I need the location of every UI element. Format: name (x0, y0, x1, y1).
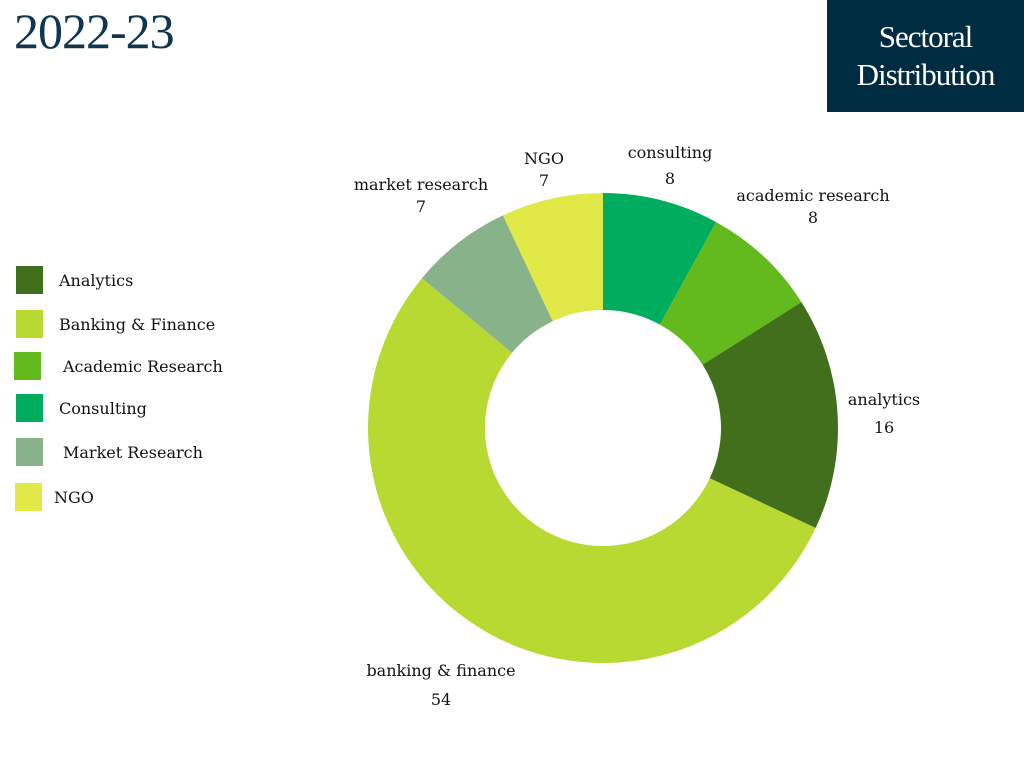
legend-item-analytics: Analytics (16, 266, 133, 294)
slice-label-value: 8 (808, 208, 818, 227)
donut-slice-analytics (702, 302, 838, 529)
legend-item-ngo: NGO (15, 483, 94, 511)
slice-label-category: market research (354, 175, 488, 194)
donut-slice-banking-finance (367, 278, 816, 663)
donut-slice-academic-research (659, 222, 802, 365)
slice-label-value: 8 (665, 169, 675, 188)
legend-label: Market Research (63, 442, 203, 462)
slice-label-category: academic research (736, 186, 889, 205)
slice-label-value: 7 (416, 197, 426, 216)
legend-swatch (14, 352, 41, 380)
legend-swatch (16, 438, 43, 466)
slice-label-category: analytics (848, 390, 920, 409)
donut-slice-market-research (421, 215, 553, 353)
legend-item-academic-research: Academic Research (14, 352, 223, 380)
legend-swatch (16, 394, 43, 422)
legend-label: Analytics (59, 270, 134, 290)
legend-item-consulting: Consulting (16, 394, 147, 422)
legend-item-banking-finance: Banking & Finance (16, 310, 215, 338)
slice-label-category: consulting (628, 143, 713, 162)
legend-label: Academic Research (63, 356, 223, 376)
page-title-year: 2022-23 (14, 3, 175, 59)
section-title-box: Sectoral Distribution (827, 0, 1024, 112)
section-title-line-2: Distribution (856, 57, 996, 92)
legend-label: NGO (54, 487, 94, 507)
legend-label: Consulting (59, 398, 147, 418)
slice-label-value: 54 (431, 690, 451, 709)
legend-swatch (15, 483, 42, 511)
legend-swatch (16, 266, 43, 294)
slice-label-category: banking & finance (366, 661, 515, 680)
section-title-line-1: Sectoral (878, 19, 974, 54)
slice-label-value: 7 (539, 171, 549, 190)
legend-label: Banking & Finance (59, 314, 216, 334)
donut-slice-consulting (603, 193, 717, 325)
legend-swatch (16, 310, 43, 338)
donut-slice-ngo (502, 193, 603, 322)
legend-item-market-research: Market Research (16, 438, 203, 466)
slice-label-value: 16 (874, 418, 894, 437)
slice-label-category: NGO (524, 149, 564, 168)
